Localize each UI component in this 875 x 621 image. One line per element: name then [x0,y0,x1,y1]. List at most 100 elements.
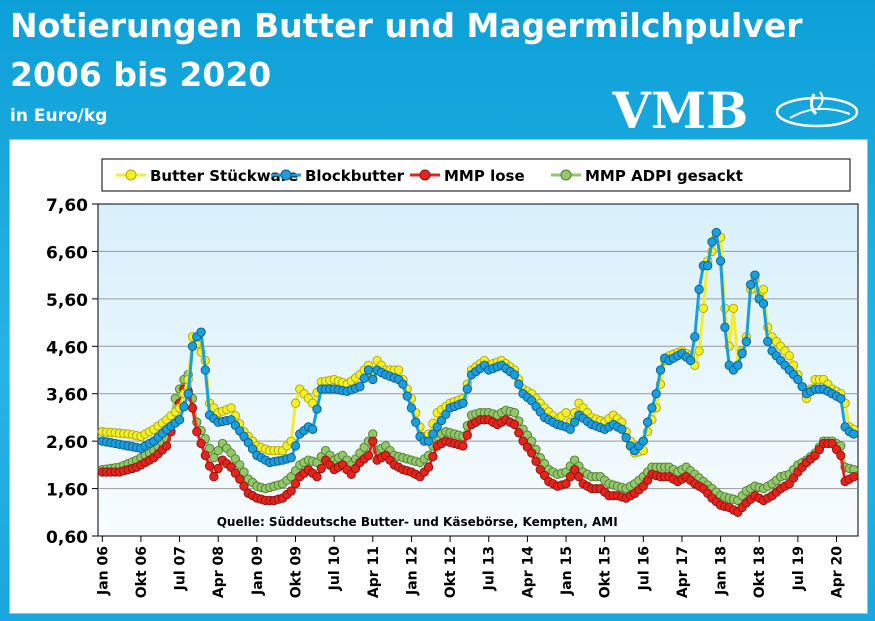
data-point [239,431,249,442]
legend-label: MMP ADPI gesackt [585,167,743,185]
data-point [363,450,374,461]
data-point [746,279,756,290]
data-point [235,460,245,470]
data-point [312,472,322,482]
data-point [531,456,541,466]
data-point [213,463,223,474]
data-point [733,360,743,370]
data-point [316,463,326,474]
y-tick-label: 6,60 [46,243,88,263]
line-chart: 0,60 1,60 2,60 3,60 4,60 5,60 6,60 7,60 Jan 06 O… [46,158,859,598]
data-point [204,443,215,453]
data-point [836,450,846,461]
chart-title-line1: Notierungen Butter und Magermilchpulver [10,6,803,45]
data-point [428,429,438,439]
legend: Butter Stückware Blockbutter MMP lose MMP A… [101,158,851,192]
x-tick-label: Okt 12 [443,546,459,598]
data-point [638,436,648,446]
data-point [243,438,253,448]
data-point [797,381,807,392]
x-tick-label: Jan 15 [559,546,575,596]
data-point [711,227,721,238]
data-point [204,461,215,471]
data-point [750,270,760,280]
data-point [209,453,219,463]
data-point [402,391,412,401]
x-tick-label: Jan 09 [250,546,266,596]
data-point [758,298,769,309]
data-point [247,444,258,454]
data-point [436,415,447,426]
x-tick-label: Jul 13 [482,546,498,591]
data-point [703,261,713,271]
data-point [462,430,472,440]
legend-label: Blockbutter [305,167,405,185]
data-point [423,462,434,472]
y-tick-label: 1,60 [46,481,88,501]
data-point [196,438,206,449]
chart-title-line2: 2006 bis 2020 [10,55,272,94]
data-point [707,237,717,247]
x-tick-label: Okt 09 [289,546,305,598]
data-point [849,429,859,439]
data-point [565,424,575,434]
data-point [290,441,301,451]
legend-label: Butter Stückware [150,167,298,185]
x-tick-label: Okt 18 [752,546,768,598]
vmb-logo-emblem-icon [775,91,859,128]
data-point [406,403,417,413]
data-point [441,409,451,419]
data-point [793,374,803,385]
legend-item: MMP lose [410,167,525,185]
y-tick-label: 3,60 [46,386,88,406]
data-point [312,404,322,414]
legend-marker [280,169,292,181]
data-point [213,445,223,456]
data-point [393,365,404,375]
data-point [763,336,773,347]
data-point [290,479,301,489]
data-point [462,384,472,394]
data-point [239,481,249,491]
y-tick-label: 4,60 [46,338,88,358]
y-tick-label: 5,60 [46,291,88,311]
data-point [527,448,537,458]
data-point [398,379,408,389]
data-point [509,419,520,430]
data-point [574,472,584,482]
data-point [308,424,318,434]
x-tick-label: Jan 18 [714,546,730,596]
data-point [226,403,236,413]
data-point [174,415,185,425]
data-point [514,379,524,389]
legend-item: MMP ADPI gesackt [551,167,743,185]
data-point [569,417,580,427]
x-tick-label: Okt 15 [598,546,614,598]
data-point [561,408,571,418]
data-point [728,303,739,313]
legend-item: Butter Stückware [116,167,298,185]
data-point [698,303,709,313]
data-point [286,486,296,496]
data-point [179,402,189,412]
y-tick-label: 2,60 [46,433,88,453]
x-tick-label: Jan 06 [95,546,111,596]
legend-label: MMP lose [444,167,525,185]
data-point [458,441,468,451]
x-tick-label: Apr 08 [211,546,227,598]
data-point [651,389,661,399]
data-point [836,393,846,404]
data-point [192,427,202,437]
legend-item: Blockbutter [271,167,405,185]
x-tick-label: Apr 17 [675,546,691,598]
data-point [235,474,245,484]
data-point [162,441,172,451]
x-axis: Jan 06 Okt 06 Jul 07 Apr 08 Jan 09 Okt 09 Jul … [95,536,846,598]
data-point [209,472,219,482]
y-tick-label: 7,60 [46,196,88,216]
data-point [187,403,198,413]
series-mmp-lose [97,384,859,517]
data-point [720,322,730,332]
data-point [187,341,198,351]
